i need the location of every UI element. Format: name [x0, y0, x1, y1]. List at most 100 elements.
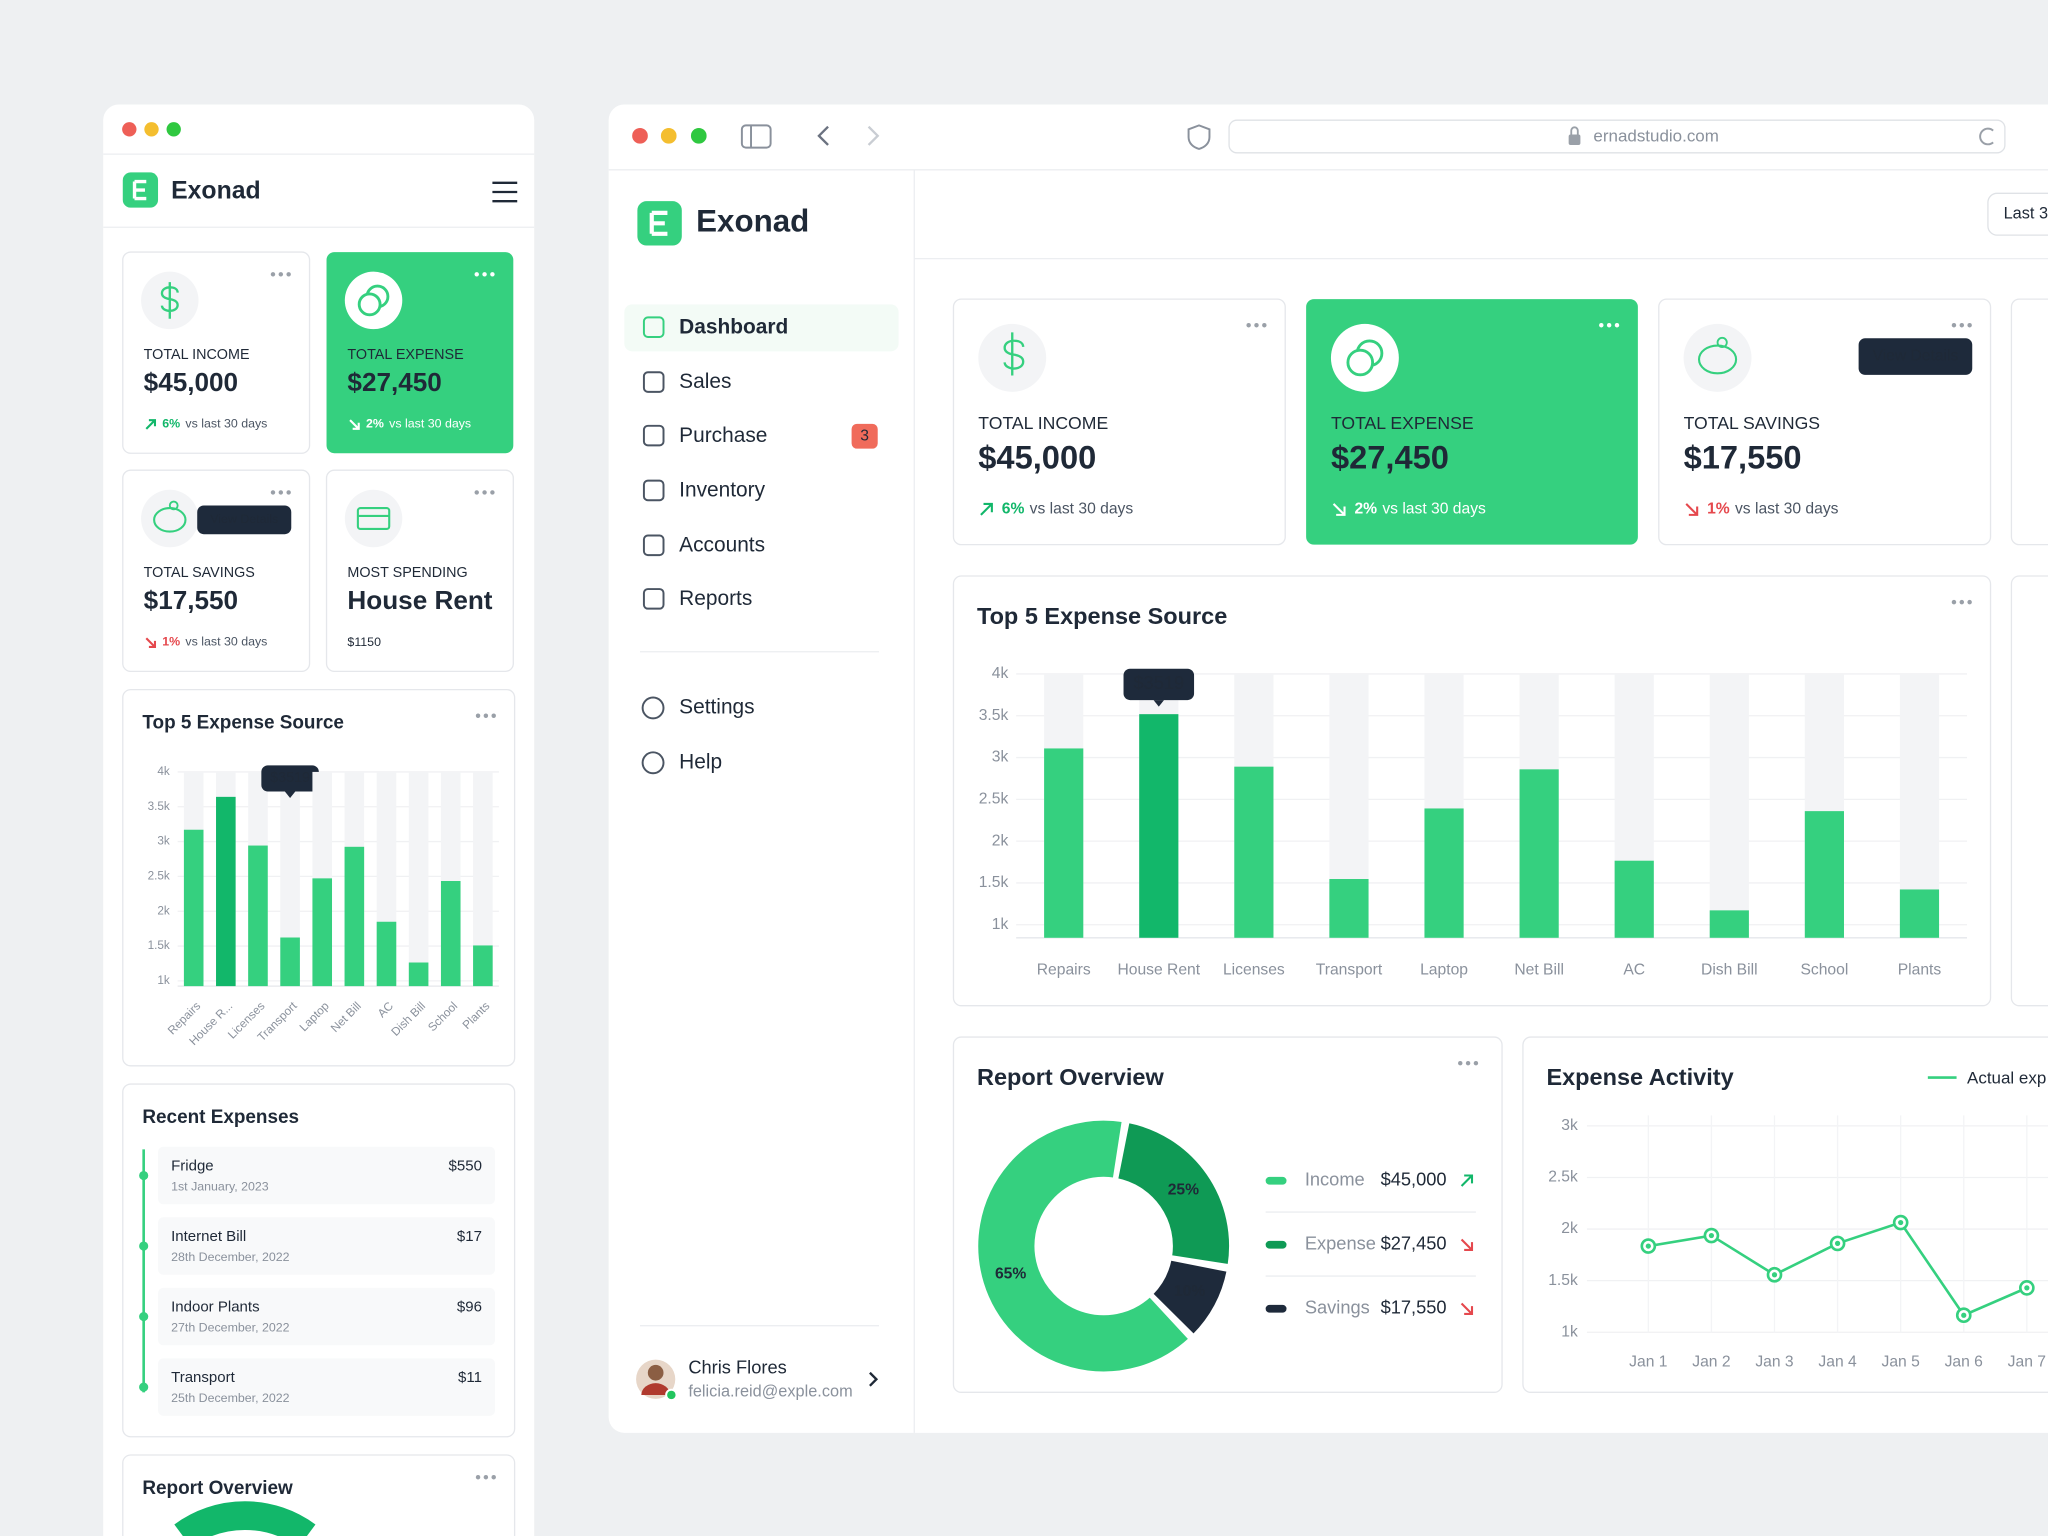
url-bar[interactable] — [1228, 119, 2006, 154]
more-dot[interactable] — [483, 713, 489, 718]
card-change: 6% vs last 30 days — [162, 417, 267, 431]
expense-row[interactable] — [158, 1146, 496, 1205]
more-dot[interactable] — [475, 713, 481, 718]
legend-label: Actual exp — [1967, 1068, 2046, 1087]
window-dot[interactable] — [660, 128, 677, 144]
more-dot[interactable] — [482, 272, 487, 277]
more-dot[interactable] — [491, 713, 496, 718]
tooltip-text: View Details — [1872, 348, 1958, 365]
legend-name: Income — [1305, 1169, 1365, 1190]
more-dot[interactable] — [1262, 323, 1267, 328]
bar[interactable] — [183, 829, 204, 987]
more-dot[interactable] — [278, 272, 284, 277]
expense-date: 25th December, 2022 — [171, 1391, 290, 1405]
more-dot[interactable] — [1254, 323, 1259, 328]
back-button[interactable] — [817, 125, 829, 146]
date-filter[interactable] — [1987, 192, 2048, 236]
window-dot[interactable] — [122, 122, 137, 137]
more-dot[interactable] — [1951, 599, 1957, 605]
more-dot[interactable] — [1599, 323, 1604, 328]
more-dot[interactable] — [1465, 1060, 1471, 1066]
more-dot[interactable] — [1246, 323, 1251, 328]
more-dot[interactable] — [286, 272, 291, 277]
bar[interactable] — [1329, 879, 1369, 938]
more-dot[interactable] — [474, 272, 479, 277]
bar[interactable] — [248, 845, 268, 987]
more-dot[interactable] — [270, 272, 276, 277]
bar[interactable] — [216, 796, 236, 987]
bar[interactable] — [280, 937, 300, 987]
bar[interactable] — [344, 846, 365, 987]
donut-segment[interactable] — [1115, 1120, 1232, 1267]
more-dot[interactable] — [1606, 323, 1612, 328]
donut-segment[interactable] — [975, 1118, 1192, 1375]
nav-item[interactable]: Sales — [679, 370, 731, 393]
y-tick-label: 3k — [1561, 1117, 1578, 1134]
donut-segment[interactable] — [1150, 1257, 1230, 1338]
nav-item[interactable]: Purchase — [679, 424, 767, 447]
bar[interactable] — [1519, 769, 1559, 938]
more-dot[interactable] — [483, 1475, 489, 1480]
reload-button[interactable] — [1979, 127, 1994, 146]
bar[interactable] — [1614, 860, 1654, 938]
more-dot[interactable] — [490, 272, 495, 277]
x-tick-label: Plants — [1898, 962, 1942, 979]
bar[interactable] — [312, 878, 333, 987]
more-dot[interactable] — [286, 490, 291, 495]
more-dot[interactable] — [1951, 323, 1957, 328]
nav-item[interactable]: Help — [679, 750, 722, 773]
bar[interactable] — [408, 962, 429, 987]
bar[interactable] — [1044, 748, 1084, 938]
expense-row[interactable] — [158, 1358, 496, 1416]
arrow-down — [1685, 503, 1699, 516]
window-dot[interactable] — [632, 128, 648, 144]
nav-item[interactable]: Settings — [679, 695, 754, 718]
more-dot[interactable] — [474, 490, 479, 495]
data-point-core — [1961, 1312, 1967, 1318]
more-dot[interactable] — [482, 490, 487, 495]
bar[interactable] — [1139, 714, 1179, 938]
bar[interactable] — [1709, 910, 1749, 938]
bar[interactable] — [1424, 808, 1464, 938]
nav-item[interactable]: Inventory — [679, 479, 765, 502]
more-dot[interactable] — [475, 1475, 481, 1480]
expense-row[interactable] — [158, 1217, 496, 1275]
y-tick-label: 3.5k — [148, 800, 170, 813]
more-dot[interactable] — [1458, 1060, 1463, 1066]
nav-item[interactable]: Dashboard — [679, 315, 788, 338]
nav-item[interactable]: Reports — [679, 587, 752, 610]
more-dot[interactable] — [1959, 599, 1965, 605]
more-dot[interactable] — [270, 490, 276, 495]
forward-button[interactable] — [867, 125, 880, 146]
more-dot[interactable] — [1473, 1060, 1479, 1066]
nav-item[interactable]: Accounts — [679, 533, 765, 556]
expense-row[interactable] — [158, 1287, 496, 1346]
bar[interactable] — [1899, 889, 1940, 938]
more-dot[interactable] — [1959, 323, 1965, 328]
more-dot[interactable] — [1967, 323, 1972, 328]
sidebar-toggle[interactable] — [740, 124, 772, 149]
bar[interactable] — [1234, 766, 1274, 938]
user-menu-chevron[interactable] — [869, 1371, 879, 1387]
more-dot[interactable] — [1614, 323, 1620, 328]
card-label: MOST SPENDING — [347, 565, 467, 581]
window-dot[interactable] — [166, 122, 181, 137]
more-dot[interactable] — [1967, 599, 1972, 605]
more-dot[interactable] — [491, 1475, 496, 1480]
more-dot[interactable] — [490, 490, 495, 495]
window-dot[interactable] — [144, 122, 159, 137]
bar[interactable] — [376, 921, 397, 987]
card-stub — [2010, 298, 2048, 546]
menu-button[interactable] — [492, 181, 518, 203]
donut-label: 25% — [1168, 1181, 1199, 1198]
bar[interactable] — [440, 881, 461, 987]
bar[interactable] — [1804, 811, 1844, 938]
more-dot[interactable] — [278, 490, 284, 495]
bar[interactable] — [473, 945, 493, 987]
window-dot[interactable] — [690, 128, 707, 144]
tooltip-text: View Details — [210, 512, 278, 526]
date-filter-label: Last 3 — [2004, 205, 2048, 223]
bar-track — [473, 771, 493, 987]
shield-icon[interactable] — [1187, 124, 1211, 150]
tooltip — [1858, 338, 1973, 375]
